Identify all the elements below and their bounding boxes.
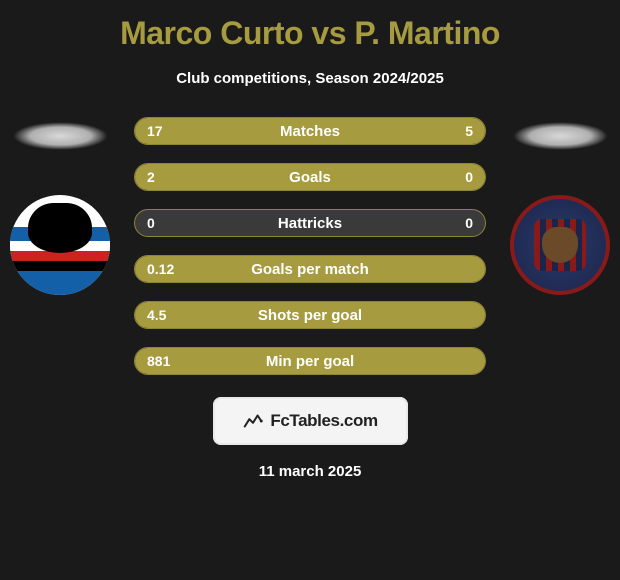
date-label: 11 march 2025: [259, 463, 362, 480]
stat-value-right: 0: [465, 210, 473, 236]
stat-fill-left: [135, 118, 405, 144]
main-row: 17 5 Matches 2 0 Goals 0 0 Hattricks 0.12 Goals pe…: [0, 117, 620, 375]
cosenza-crest: [510, 195, 610, 295]
stat-bar: 881 Min per goal: [134, 347, 486, 375]
stat-label: Hattricks: [278, 215, 342, 232]
stat-value-left: 0: [147, 210, 155, 236]
stat-value-left: 4.5: [147, 302, 166, 328]
comparison-card: Marco Curto vs P. Martino Club competiti…: [0, 0, 620, 490]
stat-bar: 2 0 Goals: [134, 163, 486, 191]
stat-value-left: 881: [147, 348, 170, 374]
fctables-logo-icon: [242, 410, 264, 432]
stat-value-right: 5: [465, 118, 473, 144]
sampdoria-crest: [10, 195, 110, 295]
stat-label: Matches: [280, 123, 340, 140]
fctables-text: FcTables.com: [270, 411, 377, 431]
stat-value-left: 2: [147, 164, 155, 190]
subtitle: Club competitions, Season 2024/2025: [176, 70, 444, 87]
stat-value-left: 0.12: [147, 256, 174, 282]
stat-value-left: 17: [147, 118, 163, 144]
stat-bar: 0.12 Goals per match: [134, 255, 486, 283]
stat-bar: 0 0 Hattricks: [134, 209, 486, 237]
stat-label: Shots per goal: [258, 307, 362, 324]
right-shadow-disc: [513, 122, 608, 150]
right-side: [500, 117, 620, 295]
stat-bar: 4.5 Shots per goal: [134, 301, 486, 329]
left-side: [0, 117, 120, 295]
stat-bar: 17 5 Matches: [134, 117, 486, 145]
stat-label: Min per goal: [266, 353, 354, 370]
stat-value-right: 0: [465, 164, 473, 190]
left-shadow-disc: [13, 122, 108, 150]
stat-bars: 17 5 Matches 2 0 Goals 0 0 Hattricks 0.12 Goals pe…: [120, 117, 500, 375]
stat-label: Goals per match: [251, 261, 369, 278]
stat-label: Goals: [289, 169, 331, 186]
page-title: Marco Curto vs P. Martino: [120, 15, 500, 52]
fctables-badge[interactable]: FcTables.com: [213, 397, 408, 445]
